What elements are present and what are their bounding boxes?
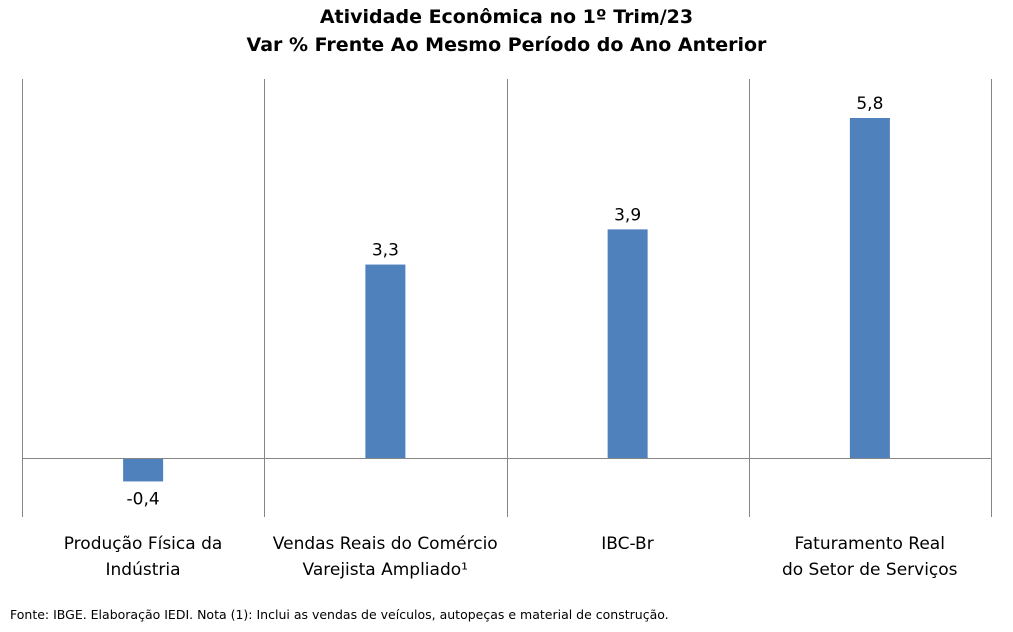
category-label: Vendas Reais do Comércio Varejista Amplia… bbox=[272, 534, 498, 580]
bar bbox=[365, 264, 406, 458]
chart-subtitle: Var % Frente Ao Mesmo Período do Ano Ant… bbox=[246, 34, 767, 56]
data-label: -0,4 bbox=[127, 489, 160, 509]
category-label: Faturamento Real do Setor de Serviços bbox=[781, 534, 958, 580]
data-label: 5,8 bbox=[856, 94, 883, 114]
category-label: Produção Física da Indústria bbox=[63, 534, 223, 580]
source-note: Fonte: IBGE. Elaboração IEDI. Nota (1): … bbox=[10, 607, 669, 622]
bar bbox=[123, 458, 164, 482]
bar-chart: -0,4 3,3 3,9 5,8 bbox=[22, 79, 992, 517]
bar bbox=[849, 118, 890, 458]
data-label: 3,9 bbox=[614, 205, 641, 225]
chart-title: Atividade Econômica no 1º Trim/23 bbox=[319, 6, 694, 28]
category-label: IBC-Br bbox=[601, 534, 654, 554]
bar bbox=[607, 229, 648, 458]
data-label: 3,3 bbox=[372, 241, 399, 261]
